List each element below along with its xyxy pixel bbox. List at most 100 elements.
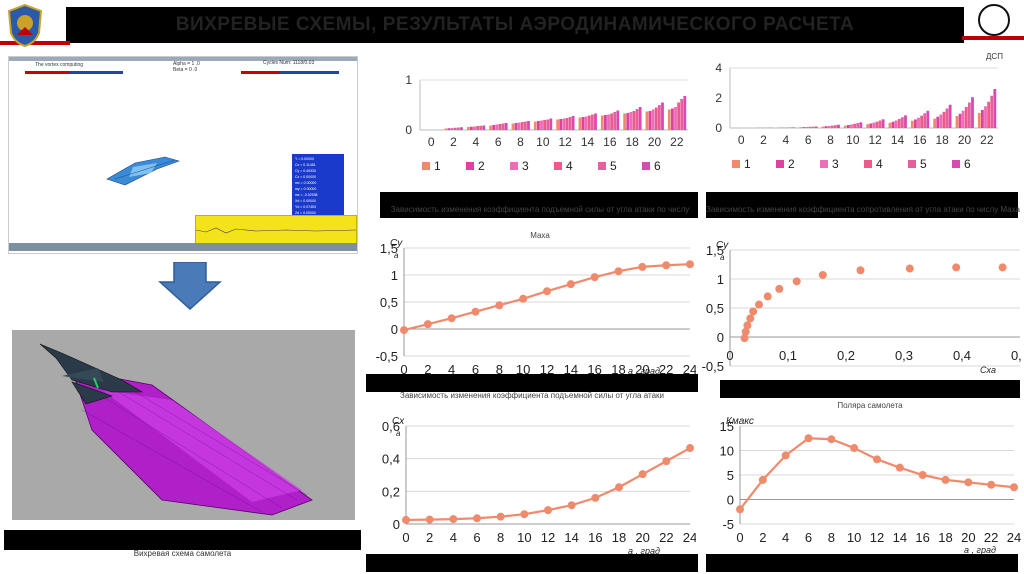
x-tick-label: 16 [913, 133, 927, 147]
coef-row: Zd = 0.00000 [295, 211, 316, 215]
x-tick-label: 16 [915, 530, 929, 545]
bar [827, 125, 831, 128]
data-point [746, 314, 755, 323]
x-tick-label: 0,1 [779, 348, 797, 363]
y-tick-label: -0,5 [702, 359, 724, 374]
data-point [591, 493, 600, 502]
x-tick-label: 14 [564, 362, 578, 376]
x-tick-label: 22 [659, 362, 673, 376]
y-tick-label: 1 [405, 73, 412, 87]
bar [967, 102, 971, 128]
data-point [686, 260, 694, 269]
data-point [804, 434, 813, 443]
bar [584, 116, 588, 130]
data-point [520, 510, 529, 519]
coef-row: Cz = 0.00000 [295, 175, 316, 179]
data-point [758, 475, 767, 484]
y-tick-label: 0 [405, 123, 412, 137]
x-tick-label: 8 [828, 530, 835, 545]
bar [888, 122, 892, 128]
bar [511, 123, 515, 130]
bar [489, 125, 493, 130]
x-tick-label: 0 [428, 135, 435, 149]
bar [850, 124, 853, 128]
y-tick-label: 0,5 [380, 295, 398, 310]
bar [939, 114, 943, 128]
data-point [638, 470, 647, 479]
bar [517, 122, 521, 130]
bar [948, 104, 952, 128]
bar [450, 128, 454, 130]
screenshot-caption-right: Cycles Num: 1118/0.03 [263, 60, 315, 66]
bar [504, 123, 508, 130]
data-point [775, 284, 784, 293]
legend-swatch [422, 162, 430, 170]
vortex-wake-graphic [39, 343, 313, 516]
bar [667, 109, 671, 130]
chart-polar-svg: -0,500,511,500,10,20,30,40,5CyaCxa [702, 240, 1024, 375]
bar [479, 125, 483, 130]
x-tick-label: 6 [495, 135, 502, 149]
bar [607, 114, 610, 130]
chart-cy-alpha-caption-bar [366, 374, 698, 392]
bar [945, 108, 949, 128]
bar [651, 109, 655, 130]
x-tick-label: 22 [670, 135, 684, 149]
emblem-icon [7, 3, 43, 47]
bar [786, 127, 790, 128]
bar [635, 109, 639, 130]
progress-bar-right [241, 71, 339, 74]
screenshot-taskbar [9, 243, 357, 251]
data-point [590, 273, 599, 282]
screenshot-top-strip [9, 57, 357, 61]
bar [843, 125, 847, 128]
x-tick-label: 20 [635, 362, 649, 376]
legend-label: 5 [610, 159, 617, 173]
bar [981, 110, 984, 128]
data-point [567, 501, 576, 510]
bar [914, 119, 917, 128]
y-tick-label: 2 [715, 91, 722, 105]
coef-row: Yd = 0.07453 [295, 205, 316, 209]
bar [444, 128, 448, 130]
y-tick-label: 0 [727, 493, 734, 508]
bar [610, 113, 614, 130]
x-tick-label: 22 [980, 133, 994, 147]
y-tick-label: 0,6 [382, 419, 400, 434]
x-tick-label: 18 [935, 133, 949, 147]
x-tick-label: 6 [805, 530, 812, 545]
bar [466, 127, 470, 130]
x-tick-label: 18 [625, 135, 639, 149]
bar [955, 116, 959, 128]
bar [626, 113, 630, 130]
x-tick-label: 0 [726, 348, 733, 363]
x-tick-label: 6 [473, 530, 480, 545]
bar [875, 121, 879, 128]
coefficient-table: Y = 0.00000 Cx = 0.11481 Cy = 0.49330 Cz… [292, 154, 344, 222]
legend-label: 6 [654, 159, 661, 173]
y-tick-label: 0,4 [382, 452, 400, 467]
y-axis-label: Cx [392, 416, 405, 427]
bar [847, 125, 850, 128]
bar [460, 127, 463, 130]
data-point [425, 515, 434, 524]
coef-row: Cy = 0.49330 [295, 169, 316, 173]
x-tick-label: 0,5 [1011, 348, 1022, 363]
y-tick-label: 1 [391, 268, 398, 283]
bar [533, 121, 537, 130]
data-point [998, 263, 1007, 272]
bar [830, 125, 834, 128]
x-tick-label: 20 [648, 135, 662, 149]
x-tick-label: 18 [938, 530, 952, 545]
chart-cx-alpha-caption-bar [366, 554, 698, 572]
bar [936, 116, 940, 128]
bar [894, 120, 898, 128]
data-point [763, 292, 772, 301]
data-point [402, 515, 410, 524]
x-tick-label: 6 [805, 133, 812, 147]
y-axis-label: Cy [390, 238, 403, 249]
y-axis-subscript: a [396, 429, 401, 438]
bar [645, 111, 649, 130]
bar [837, 124, 840, 128]
